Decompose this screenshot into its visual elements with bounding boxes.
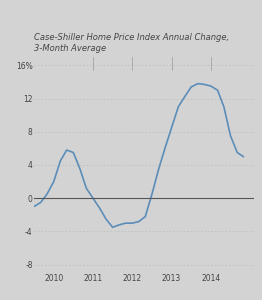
Text: Case-Shiller Home Price Index Annual Change,
3-Month Average: Case-Shiller Home Price Index Annual Cha… (34, 33, 229, 53)
